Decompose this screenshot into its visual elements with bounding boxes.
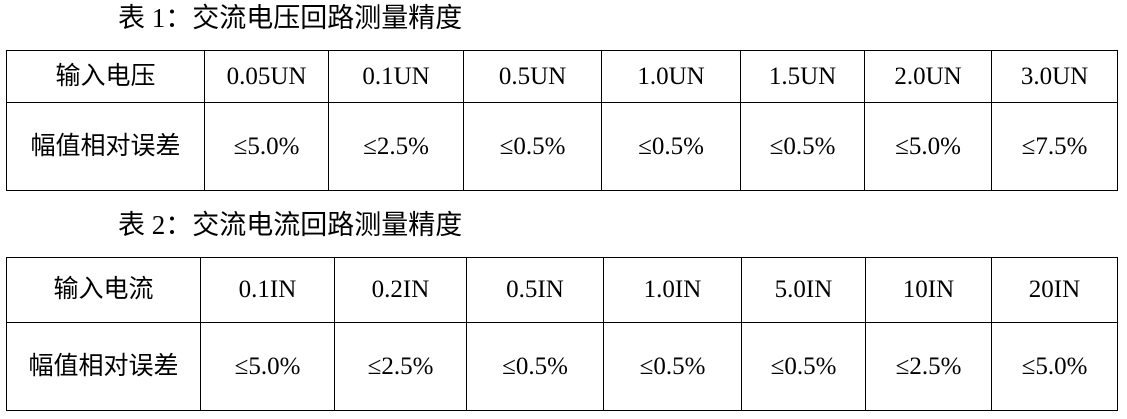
column-header: 0.5UN [463,50,602,103]
table-cell: ≤5.0% [864,102,992,191]
table-cell: ≤2.5% [865,322,992,411]
table-cell: ≤5.0% [200,322,335,411]
column-header: 20IN [991,257,1118,323]
header-label: 输入电压 [6,50,205,103]
table-cell: ≤7.5% [991,102,1118,191]
table-cell: ≤0.5% [463,102,602,191]
table-row: 输入电压 0.05UN 0.1UN 0.5UN 1.0UN 1.5UN 2.0U… [6,50,1118,103]
table-cell: ≤0.5% [601,102,741,191]
table-row: 幅值相对误差 ≤5.0% ≤2.5% ≤0.5% ≤0.5% ≤0.5% ≤2.… [6,322,1118,411]
column-header: 1.0IN [603,257,742,323]
column-header: 0.5IN [466,257,604,323]
column-header: 5.0IN [741,257,866,323]
table-cell: ≤0.5% [603,322,742,411]
table-row: 输入电流 0.1IN 0.2IN 0.5IN 1.0IN 5.0IN 10IN … [6,257,1118,323]
table-cell: ≤5.0% [204,102,329,191]
table-cell: ≤2.5% [328,102,464,191]
column-header: 10IN [865,257,992,323]
column-header: 1.5UN [740,50,865,103]
table-cell: ≤0.5% [740,102,865,191]
row-label: 幅值相对误差 [6,102,205,191]
column-header: 0.2IN [334,257,467,323]
table-cell: ≤0.5% [741,322,866,411]
column-header: 1.0UN [601,50,741,103]
column-header: 0.05UN [204,50,329,103]
table-cell: ≤2.5% [334,322,467,411]
table-row: 幅值相对误差 ≤5.0% ≤2.5% ≤0.5% ≤0.5% ≤0.5% ≤5.… [6,102,1118,191]
table-cell: ≤0.5% [466,322,604,411]
table-2-caption: 表 2：交流电流回路测量精度 [118,210,463,240]
current-accuracy-table: 输入电流 0.1IN 0.2IN 0.5IN 1.0IN 5.0IN 10IN … [6,257,1118,411]
table-cell: ≤5.0% [991,322,1118,411]
header-label: 输入电流 [6,257,201,323]
column-header: 0.1UN [328,50,464,103]
table-1-caption: 表 1：交流电压回路测量精度 [118,3,463,33]
column-header: 0.1IN [200,257,335,323]
column-header: 3.0UN [991,50,1118,103]
row-label: 幅值相对误差 [6,322,201,411]
voltage-accuracy-table: 输入电压 0.05UN 0.1UN 0.5UN 1.0UN 1.5UN 2.0U… [6,50,1118,191]
column-header: 2.0UN [864,50,992,103]
